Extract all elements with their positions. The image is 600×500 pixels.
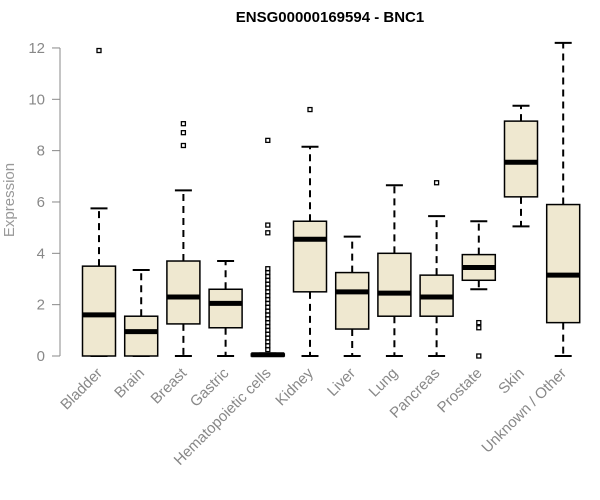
y-tick-label: 6 <box>37 194 45 211</box>
x-category-label: Kidney <box>272 364 317 409</box>
outlier-point <box>477 321 481 325</box>
outlier-point <box>266 223 270 227</box>
y-tick-label: 4 <box>37 245 45 262</box>
x-category-label: Breast <box>148 364 191 407</box>
box <box>125 316 158 356</box>
chart-title: ENSG00000169594 - BNC1 <box>236 9 424 26</box>
box-group <box>505 106 538 227</box>
x-category-label: Skin <box>495 365 528 398</box>
y-tick-label: 0 <box>37 348 45 365</box>
box-group <box>83 49 116 356</box>
box-group <box>462 221 495 358</box>
box-group <box>378 185 411 356</box>
x-category-label: Bladder <box>57 365 106 414</box>
x-category-label: Liver <box>324 365 359 400</box>
y-tick-label: 2 <box>37 297 45 314</box>
box <box>209 289 242 328</box>
box <box>505 121 538 197</box>
box-group <box>167 122 200 356</box>
x-category-label: Brain <box>111 365 148 402</box>
x-category-label: Prostate <box>434 365 486 417</box>
box <box>294 221 327 292</box>
outlier-point <box>181 131 185 135</box>
box-group <box>251 138 284 356</box>
box <box>167 261 200 324</box>
box-group <box>336 237 369 356</box>
outlier-point <box>477 354 481 358</box>
y-tick-label: 8 <box>37 143 45 160</box>
box-group <box>209 261 242 356</box>
outlier-point <box>266 138 270 142</box>
outlier-point <box>308 108 312 112</box>
box-group <box>547 43 580 356</box>
boxplot-chart: ENSG00000169594 - BNC1 Expression 0 2 4 6 8 1… <box>0 0 600 500</box>
box <box>378 253 411 316</box>
y-tick-label: 10 <box>28 91 45 108</box>
box <box>336 273 369 329</box>
box-group <box>125 270 158 356</box>
outlier-point <box>477 326 481 330</box>
outlier-point <box>181 144 185 148</box>
y-tick-label: 12 <box>28 40 45 57</box>
outlier-point <box>266 267 270 271</box>
box <box>83 266 116 356</box>
outlier-point <box>181 122 185 126</box>
outlier-point <box>266 231 270 235</box>
y-axis: 0 2 4 6 8 10 12 <box>28 40 60 365</box>
box-group <box>420 181 453 356</box>
plot-area <box>83 43 580 358</box>
box <box>547 205 580 323</box>
box-group <box>294 108 327 356</box>
y-axis-label: Expression <box>1 163 18 237</box>
outlier-point <box>97 49 101 53</box>
x-category-label: Lung <box>366 365 402 401</box>
outlier-point <box>435 181 439 185</box>
